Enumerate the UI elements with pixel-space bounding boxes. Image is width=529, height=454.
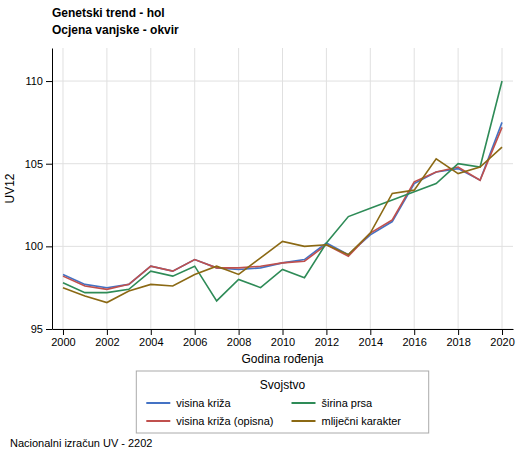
legend-swatch: [292, 402, 316, 404]
y-axis-tick-mark: [46, 164, 52, 165]
y-axis-tick: 95: [31, 323, 52, 335]
x-axis-tick: 2020: [490, 329, 514, 348]
y-axis-tick-label: 95: [31, 323, 43, 335]
x-axis-tick-label: 2008: [227, 336, 251, 348]
x-axis-tick: 2004: [139, 329, 163, 348]
grid-line-x: [238, 48, 239, 329]
chart: Genetski trend - hol Ocjena vanjske - okv…: [0, 0, 529, 454]
legend-swatch: [146, 402, 170, 404]
y-axis-tick-mark: [46, 81, 52, 82]
x-axis-tick-label: 2004: [139, 336, 163, 348]
x-axis-tick-label: 2014: [359, 336, 383, 348]
x-axis-tick-label: 2006: [183, 336, 207, 348]
x-axis-tick: 2002: [95, 329, 119, 348]
y-axis: 95 100 105 110: [25, 49, 53, 336]
x-axis: 2000 2002 2004 2006 2008 2010 2012 2014 2016 2018…: [51, 329, 515, 348]
legend-title: Svojstvo: [260, 378, 306, 392]
x-axis-tick-mark: [502, 329, 503, 335]
x-axis-tick-mark: [107, 329, 108, 335]
x-axis-tick-mark: [283, 329, 284, 335]
x-axis-tick-label: 2018: [446, 336, 470, 348]
legend-label: širina prsa: [322, 397, 374, 409]
x-axis-tick-label: 2010: [271, 336, 295, 348]
x-axis-tick: 2010: [271, 329, 295, 348]
title: Genetski trend - hol: [52, 6, 165, 20]
x-axis-tick-mark: [195, 329, 196, 335]
series-line: [63, 147, 502, 302]
x-axis-tick-label: 2002: [95, 336, 119, 348]
x-axis-tick: 2014: [359, 329, 383, 348]
grid-line-x: [194, 48, 195, 329]
y-axis-tick: 100: [25, 240, 52, 252]
grid: [52, 48, 513, 329]
x-axis-tick-label: 2012: [315, 336, 339, 348]
legend-label: mliječni karakter: [322, 415, 402, 427]
x-axis-tick-mark: [151, 329, 152, 335]
legend-item: visina križa: [146, 397, 231, 409]
lines: [63, 81, 502, 302]
y-axis-tick-label: 100: [25, 240, 43, 252]
x-axis-tick-label: 2020: [490, 336, 514, 348]
x-axis-tick: 2000: [51, 329, 75, 348]
x-axis-tick-mark: [63, 329, 64, 335]
grid-line-x: [326, 48, 327, 329]
x-axis-tick-mark: [458, 329, 459, 335]
grid-line-x: [282, 48, 283, 329]
legend-label: visina križa: [176, 397, 231, 409]
y-axis-line: [52, 49, 53, 330]
grid-line-x: [62, 48, 63, 329]
legend-item: mliječni karakter: [292, 415, 402, 427]
y-axis-tick-mark: [46, 329, 52, 330]
legend: visina križa visina križa (opisna) širina …: [136, 371, 428, 433]
y-axis-tick-label: 105: [25, 158, 43, 170]
legend-frame: [136, 371, 428, 433]
series-line: [63, 81, 502, 301]
x-axis-tick-mark: [370, 329, 371, 335]
subtitle: Ocjena vanjske - okvir: [52, 23, 179, 37]
footnote: Nacionalni izračun UV - 2202: [10, 437, 152, 449]
x-axis-tick-label: 2016: [402, 336, 426, 348]
x-axis-tick: 2006: [183, 329, 207, 348]
x-axis-tick-mark: [326, 329, 327, 335]
legend-item: visina križa (opisna): [146, 415, 273, 427]
x-axis-title: Godina rođenja: [241, 352, 323, 366]
grid-line-x: [458, 48, 459, 329]
x-axis-tick: 2008: [227, 329, 251, 348]
y-axis-tick: 105: [25, 158, 52, 170]
legend-swatch: [292, 420, 316, 422]
y-axis-tick-label: 110: [25, 75, 43, 87]
series-line: [63, 127, 502, 289]
y-axis-tick-mark: [46, 246, 52, 247]
y-axis-title: UV12: [3, 173, 17, 203]
x-axis-tick-mark: [414, 329, 415, 335]
grid-line-x: [502, 48, 503, 329]
legend-swatch: [146, 420, 170, 422]
legend-label: visina križa (opisna): [176, 415, 273, 427]
x-axis-tick: 2012: [315, 329, 339, 348]
x-axis-tick: 2018: [446, 329, 470, 348]
legend-item: širina prsa: [292, 397, 374, 409]
grid-line-x: [370, 48, 371, 329]
x-axis-tick: 2016: [402, 329, 426, 348]
x-axis-tick-label: 2000: [51, 336, 75, 348]
x-axis-tick-mark: [239, 329, 240, 335]
y-axis-tick: 110: [25, 75, 52, 87]
grid-line-x: [150, 48, 151, 329]
